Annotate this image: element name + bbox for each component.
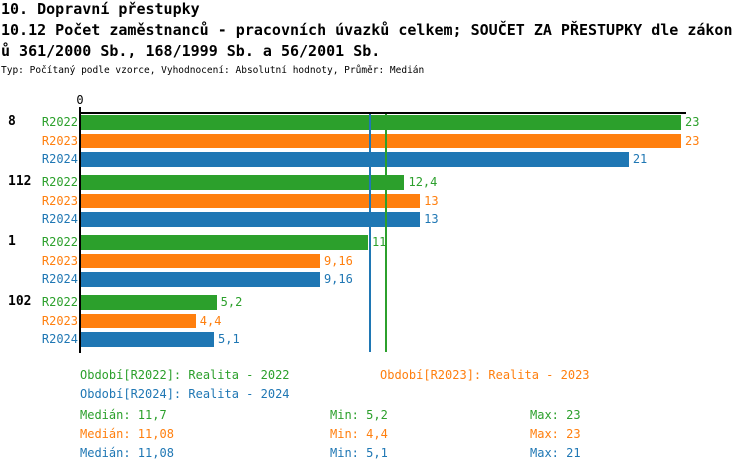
bar-r2024-group4 [81,332,215,347]
series-label: R2023 [41,133,78,148]
bar-r2022-group1 [81,115,681,130]
bar-r2022-group3 [81,235,368,250]
series-label: R2024 [41,332,78,347]
bar-value-label: 4,4 [199,313,222,328]
stat-median-r2022: Medián: 11,7 [80,408,167,422]
chart-subtitle: Typ: Počítaný podle vzorce, Vyhodnocení:… [1,65,425,76]
bar-r2023-group1 [81,133,681,149]
chart-title-line1: 10.12 Počet zaměstnanců - pracovních úva… [1,21,733,39]
bar-r2023-group2 [81,193,421,209]
category-label: 8 [8,114,16,129]
bar-value-label: 5,2 [220,295,243,309]
bar-r2023-group4 [81,313,196,329]
bar-value-label: 9,16 [323,272,353,287]
category-label: 1 [8,234,16,249]
bar-r2022-group2 [81,175,405,190]
series-label: R2023 [41,193,78,208]
series-label: R2024 [41,152,78,167]
bar-value-label: 21 [632,152,648,167]
category-label: 112 [8,174,32,189]
series-label: R2023 [41,253,78,268]
bar-value-label: 23 [685,115,700,129]
bar-r2024-group3 [81,272,320,287]
bar-r2022-group4 [81,295,217,310]
median-line-r2022 [385,114,388,352]
stat-max-r2022: Max: 23 [530,408,581,422]
chart-title-line2: ů 361/2000 Sb., 168/1999 Sb. a 56/2001 S… [1,42,381,60]
stat-max-r2023: Max: 23 [530,427,581,441]
bar-r2024-group1 [81,152,629,167]
series-label: R2023 [41,313,78,328]
bar-value-label: 5,1 [218,332,240,347]
x-axis-tick-label: 0 [76,93,84,107]
category-label: 102 [8,294,32,309]
stat-median-r2023: Medián: 11,08 [80,427,174,441]
bar-r2024-group2 [81,212,421,227]
bar-value-label: 12,4 [408,175,438,189]
bar-value-label: 13 [424,212,439,227]
series-label: R2022 [41,235,78,249]
legend-item-r2023: Období[R2023]: Realita - 2023 [380,368,590,382]
median-line-r2024 [369,114,372,352]
stat-median-r2024: Medián: 11,08 [80,446,174,460]
stat-min-r2022: Min: 5,2 [330,408,388,422]
series-label: R2022 [41,295,78,309]
legend-item-r2024: Období[R2024]: Realita - 2024 [80,387,290,401]
bar-value-label: 23 [685,133,700,148]
stat-min-r2023: Min: 4,4 [330,427,388,441]
stat-min-r2024: Min: 5,1 [330,446,388,460]
series-label: R2022 [41,115,78,129]
bar-r2023-group3 [81,253,320,269]
series-label: R2022 [41,175,78,189]
bar-value-label: 13 [424,193,439,208]
bar-value-label: 9,16 [323,253,353,268]
stat-max-r2024: Max: 21 [530,446,581,460]
x-axis-line [79,112,686,114]
page-title: 10. Dopravní přestupky [1,0,200,18]
series-label: R2024 [41,272,78,287]
series-label: R2024 [41,212,78,227]
legend-item-r2022: Období[R2022]: Realita - 2022 [80,368,290,382]
bar-value-label: 11 [371,235,387,249]
y-axis-line [79,107,81,353]
